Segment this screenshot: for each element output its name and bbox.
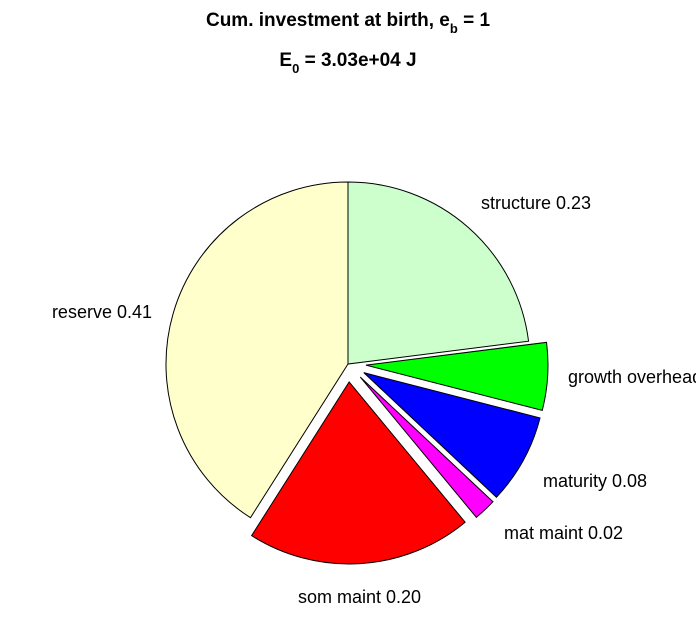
slice-label-3: mat maint 0.02: [504, 523, 623, 543]
pie-slice-0: [347, 181, 530, 365]
chart-subtitle-suffix: = 3.03e+04 J: [299, 50, 416, 71]
pie-slice-5: [165, 181, 349, 519]
pie-slice-3: [359, 376, 494, 519]
slice-label-0: structure 0.23: [481, 193, 591, 213]
chart-title-prefix: Cum. investment at birth, e: [206, 10, 450, 31]
chart-title-suffix: = 1: [458, 10, 491, 31]
slice-label-2: maturity 0.08: [543, 471, 647, 491]
chart-subtitle-subscript: 0: [292, 61, 299, 76]
chart-title: Cum. investment at birth, eb = 1: [206, 10, 490, 36]
chart-subtitle-prefix: E: [279, 50, 292, 71]
pie-slice-2: [363, 372, 541, 498]
chart-title-subscript: b: [450, 21, 458, 36]
pie-labels: structure 0.23 growth overhead maturity 0.…: [52, 193, 696, 607]
pie-slices: [165, 181, 549, 565]
slice-label-4: som maint 0.20: [298, 587, 421, 607]
chart-subtitle: E0 = 3.03e+04 J: [279, 50, 416, 76]
slice-label-1: growth overhead: [568, 367, 696, 387]
pie-slice-1: [365, 341, 549, 411]
pie-slice-4: [250, 381, 466, 565]
slice-label-5: reserve 0.41: [52, 302, 152, 322]
